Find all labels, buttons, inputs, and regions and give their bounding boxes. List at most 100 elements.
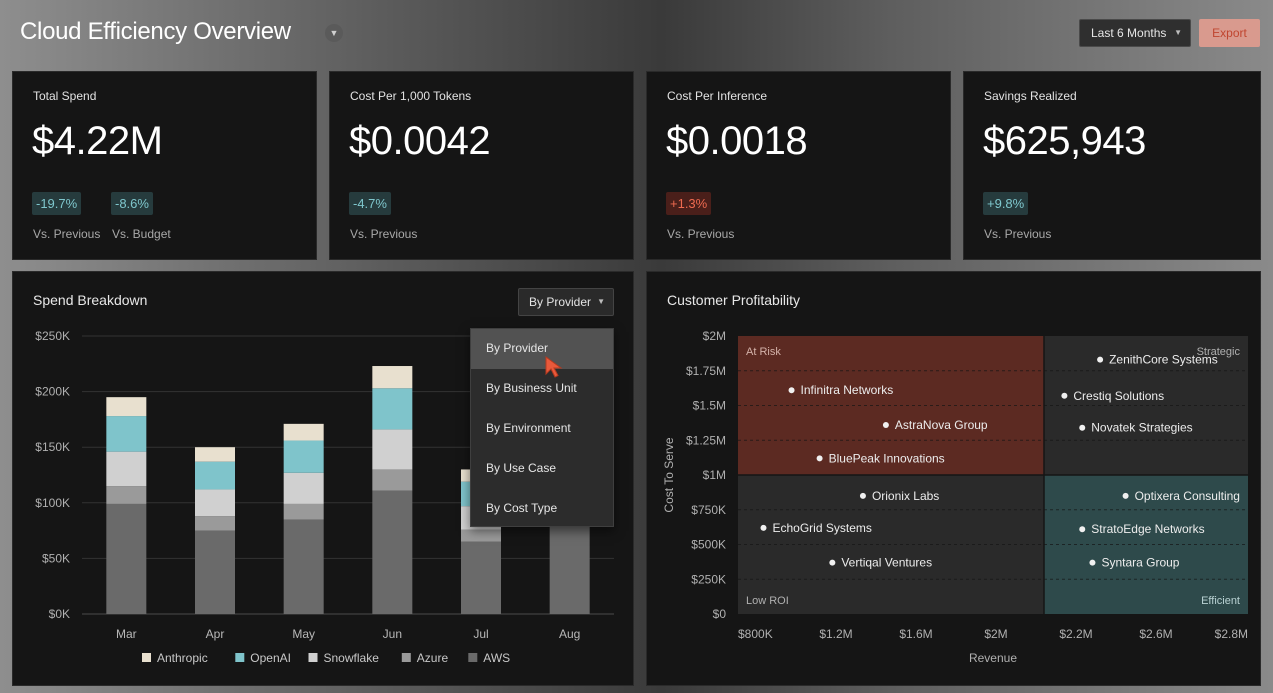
menu-item-by-use-case[interactable]: By Use Case [486,461,557,475]
delta-caption: Vs. Previous [984,227,1052,241]
quadrant-label-low-roi: Low ROI [746,595,789,607]
point-label: Optixera Consulting [1135,489,1240,503]
bar-segment-anthropic [106,397,147,417]
bar-segment-openai [283,440,324,473]
scatter-point [1089,559,1096,566]
point-label: ZenithCore Systems [1109,353,1218,367]
date-range-label: Last 6 Months [1091,26,1167,40]
point-label: Vertiqal Ventures [841,556,932,570]
quadrant-label-strategic: Strategic [1197,346,1241,358]
panel-title: Customer Profitability [667,292,801,308]
export-button[interactable]: Export [1199,19,1260,47]
bar-segment-anthropic [283,423,324,441]
bar-segment-azure [461,529,501,542]
point-label: AstraNova Group [895,418,988,432]
y-tick-label: $500K [691,538,726,552]
quadrant-label-efficient: Efficient [1201,595,1240,607]
x-axis-title: Revenue [969,651,1017,665]
spend-bar-chart: $0K $50K $100K $150K $200K $250K Mar Apr May Jun J… [35,329,614,665]
group-by-label: By Provider [529,295,592,309]
legend-swatch [401,653,411,662]
legend-label: Anthropic [157,651,208,665]
bar-segment-azure [283,503,324,520]
y-tick-label: $250K [691,572,726,586]
kpi-value: $0.0018 [666,119,808,163]
point-label: Novatek Strategies [1091,421,1192,435]
legend-swatch [235,653,245,662]
delta-badge: +1.3% [666,192,712,215]
page-title: Cloud Efficiency Overview [20,18,291,45]
bar-segment-openai [372,388,413,430]
y-tick-label: $2M [703,329,726,343]
scatter-point [1061,392,1068,399]
scatter-point [1097,356,1104,363]
x-tick-label: Aug [559,627,580,641]
scatter-point [882,421,889,428]
scatter-point [829,559,836,566]
menu-item-by-business-unit[interactable]: By Business Unit [486,381,577,395]
y-tick-label: $50K [42,551,70,565]
y-tick-label: $750K [691,503,726,517]
bar-segment-anthropic [195,447,235,462]
x-tick-label: Apr [206,627,225,641]
x-tick-label: Jul [473,627,488,641]
kpi-card-total-spend: Total Spend $4.22M -19.7% Vs. Previous -… [12,71,317,260]
kpi-value: $4.22M [32,119,163,163]
menu-item-by-environment[interactable]: By Environment [486,421,571,435]
point-label: Crestiq Solutions [1073,389,1164,403]
x-tick-label: May [292,627,315,641]
scatter-point [1079,424,1086,431]
legend-label: Azure [417,651,449,665]
bar-segment-openai [106,416,147,452]
legend-swatch [308,653,318,662]
point-label: BluePeak Innovations [829,451,945,465]
bar-segment-aws [283,519,324,614]
x-tick-label: $2.6M [1139,627,1172,641]
group-by-dropdown[interactable]: By Provider ▼ [518,288,614,316]
scatter-point [1079,526,1086,533]
delta-badge: +9.8% [983,192,1029,215]
delta-badge: -8.6% [111,192,153,215]
delta-badge: -19.7% [32,192,82,215]
x-tick-label: Mar [116,627,137,641]
menu-item-by-cost-type[interactable]: By Cost Type [486,501,558,515]
chevron-down-icon[interactable]: ▼ [325,24,343,42]
x-tick-label: $800K [738,627,773,641]
menu-item-by-provider[interactable]: By Provider [471,329,613,369]
x-tick-label: Jun [383,627,402,641]
bar-segment-azure [195,516,235,531]
kpi-value: $625,943 [983,119,1146,163]
bar-segment-snowflake [283,472,324,504]
y-tick-label: $0K [49,607,70,621]
profitability-scatter-chart: $0 $250K $500K $750K $1M $1.25M $1.5M $1.75M $2M… [662,329,1248,665]
scatter-point [816,455,823,462]
x-tick-label: $2.2M [1059,627,1092,641]
point-label: EchoGrid Systems [773,521,872,535]
quadrant-label-at-risk: At Risk [746,346,781,358]
scatter-point [1122,492,1129,499]
panel-title: Spend Breakdown [33,292,148,308]
chevron-down-icon: ▼ [1174,28,1182,37]
y-tick-label: $1M [703,468,726,482]
bar-segment-anthropic [372,366,413,389]
chevron-down-icon: ▼ [597,297,605,306]
date-range-dropdown[interactable]: Last 6 Months ▼ [1079,19,1191,47]
pointer-cursor-icon [545,356,563,378]
y-tick-label: $1.5M [693,399,726,413]
bar-segment-snowflake [372,429,413,470]
kpi-label: Cost Per Inference [667,89,768,103]
y-tick-label: $1.25M [686,433,726,447]
kpi-value: $0.0042 [349,119,491,163]
x-tick-label: $2.8M [1215,627,1248,641]
point-label: StratoEdge Networks [1091,522,1204,536]
point-label: Orionix Labs [872,489,939,503]
kpi-card-cost-per-tokens: Cost Per 1,000 Tokens $0.0042 -4.7% Vs. … [329,71,634,260]
bar-segment-azure [106,486,147,504]
x-tick-label: $2M [984,627,1007,641]
delta-caption: Vs. Previous [33,227,101,241]
y-tick-label: $1.75M [686,364,726,378]
kpi-label: Cost Per 1,000 Tokens [350,89,472,103]
bar-segment-aws [461,541,501,614]
legend-label: AWS [483,651,510,665]
kpi-label: Savings Realized [984,89,1077,103]
